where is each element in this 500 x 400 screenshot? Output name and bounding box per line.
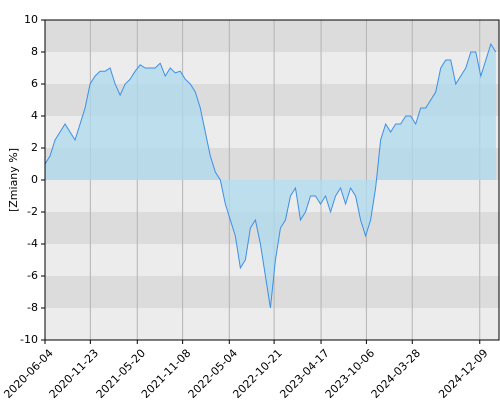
y-tick-label: -10 <box>20 333 38 346</box>
y-tick-label: -4 <box>27 237 38 250</box>
y-tick-label: -8 <box>27 301 38 314</box>
y-tick-label: -2 <box>27 205 38 218</box>
y-tick-label: -6 <box>27 269 38 282</box>
plot-frame <box>44 19 500 341</box>
y-tick-label: 10 <box>24 13 38 26</box>
band <box>45 52 499 84</box>
y-tick-label: 8 <box>31 45 38 58</box>
x-tick-label: 2024-03-28 <box>369 347 423 400</box>
plot <box>44 42 497 309</box>
y-tick-label: 0 <box>31 173 38 186</box>
band <box>45 308 499 340</box>
y-axis-label: [Zmiany %] <box>7 148 20 212</box>
y-tick-label: 4 <box>31 109 38 122</box>
line <box>44 42 497 309</box>
y-tick-label: 2 <box>31 141 38 154</box>
y-tick-label: 6 <box>31 77 38 90</box>
band <box>45 20 499 52</box>
area <box>45 44 496 308</box>
x-tick-label: 2024-12-09 <box>436 347 490 400</box>
